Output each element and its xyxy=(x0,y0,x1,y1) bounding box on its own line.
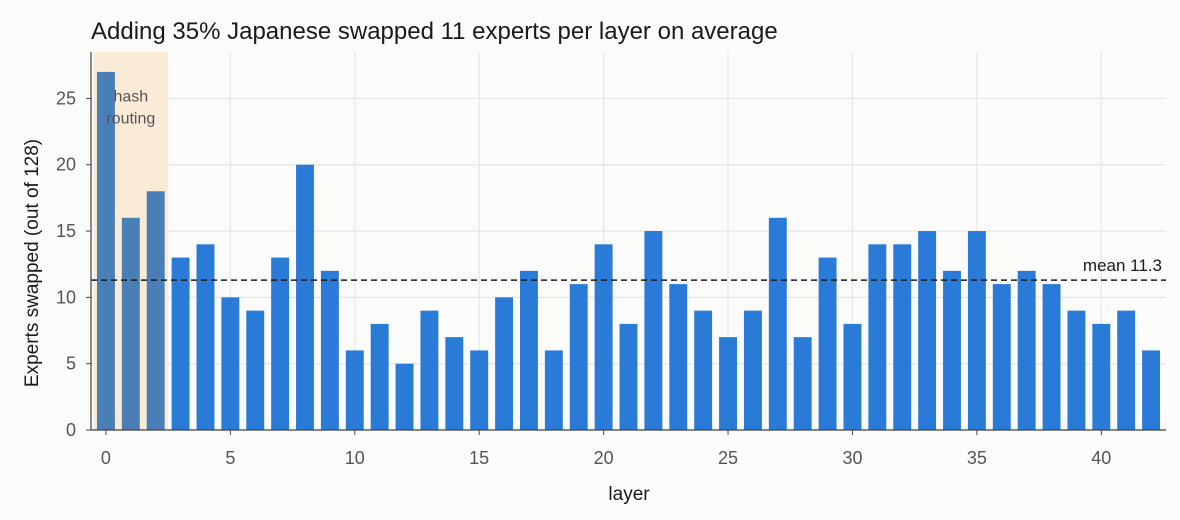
x-tick-label: 20 xyxy=(594,448,614,468)
bar-layer-7 xyxy=(271,257,290,430)
bar-layer-9 xyxy=(320,270,339,430)
bar-layer-42 xyxy=(1142,350,1161,430)
mean-label: mean 11.3 xyxy=(1083,256,1162,275)
bar-layer-25 xyxy=(719,337,737,430)
bar-layer-11 xyxy=(370,323,389,430)
x-tick-label: 40 xyxy=(1091,448,1111,468)
bar-layer-6 xyxy=(246,310,265,430)
bar-layer-13 xyxy=(420,310,439,430)
bar-layer-4 xyxy=(196,244,215,430)
bar-layer-24 xyxy=(694,310,713,430)
x-tick-label: 10 xyxy=(345,448,365,468)
bar-layer-32 xyxy=(893,244,912,430)
bar-layer-17 xyxy=(520,270,538,430)
y-tick-label: 0 xyxy=(66,420,76,440)
bar-layer-21 xyxy=(619,323,638,430)
bar-layer-31 xyxy=(868,244,887,430)
x-tick-label: 25 xyxy=(718,448,738,468)
hash-routing-label-line1: hash xyxy=(113,88,148,105)
bar-layer-27 xyxy=(768,217,787,430)
bar-layer-14 xyxy=(445,337,464,430)
bar-layer-28 xyxy=(793,337,812,430)
bar-layer-1 xyxy=(121,217,140,430)
bar-layer-34 xyxy=(943,270,961,430)
bar-layer-12 xyxy=(395,363,414,430)
bar-layer-20 xyxy=(594,244,613,430)
x-tick-label: 0 xyxy=(101,448,111,468)
bar-layer-33 xyxy=(918,231,937,430)
x-tick-label: 30 xyxy=(842,448,862,468)
y-tick-label: 25 xyxy=(56,88,76,108)
x-tick-label: 5 xyxy=(225,448,235,468)
y-tick-label: 5 xyxy=(66,354,76,374)
y-tick-label: 20 xyxy=(56,155,76,175)
bar-layer-18 xyxy=(544,350,563,430)
bars xyxy=(96,71,1161,430)
bar-layer-26 xyxy=(743,310,762,430)
bar-layer-19 xyxy=(569,284,588,430)
bar-layer-39 xyxy=(1067,310,1086,430)
bar-layer-16 xyxy=(495,297,514,430)
bar-layer-15 xyxy=(470,350,489,430)
bar-layer-36 xyxy=(992,284,1011,430)
bar-layer-40 xyxy=(1092,323,1111,430)
bar-layer-23 xyxy=(669,284,688,430)
bar-layer-38 xyxy=(1042,284,1061,430)
chart-title: Adding 35% Japanese swapped 11 experts p… xyxy=(91,18,778,45)
x-tick-label: 15 xyxy=(469,448,489,468)
bar-layer-3 xyxy=(171,257,190,430)
y-axis-ticks: 0 5 10 15 20 25 xyxy=(56,88,91,440)
x-axis-ticks: 0 5 10 15 20 25 30 35 40 xyxy=(101,430,1111,468)
y-axis-title: Experts swapped (out of 128) xyxy=(22,139,43,387)
bar-layer-29 xyxy=(818,257,837,430)
bar-layer-2 xyxy=(146,191,165,430)
bar-layer-35 xyxy=(967,231,986,430)
bar-layer-22 xyxy=(644,231,663,430)
bar-layer-5 xyxy=(221,297,240,430)
y-tick-label: 15 xyxy=(56,221,76,241)
hash-routing-label-line2: routing xyxy=(106,110,155,127)
x-tick-label: 35 xyxy=(967,448,987,468)
bar-layer-41 xyxy=(1117,310,1136,430)
bar-layer-10 xyxy=(345,350,364,430)
bar-layer-8 xyxy=(296,164,314,430)
bar-layer-0 xyxy=(96,71,115,430)
bar-layer-30 xyxy=(843,323,862,430)
bar-layer-37 xyxy=(1017,270,1036,430)
x-axis-title: layer xyxy=(608,484,650,505)
y-tick-label: 10 xyxy=(56,287,76,307)
